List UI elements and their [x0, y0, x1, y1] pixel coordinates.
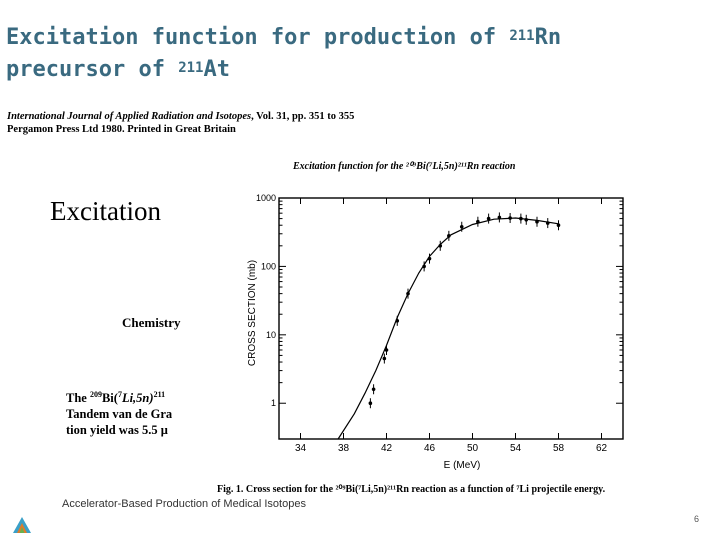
footer-text: Accelerator-Based Production of Medical …: [62, 498, 306, 510]
affiliation-fragment: Chemistry: [122, 315, 181, 330]
plot-frame: [278, 197, 624, 440]
slide-title: Excitation function for production of 21…: [6, 22, 646, 86]
data-point: [486, 216, 491, 221]
data-point: [438, 244, 443, 248]
title-line2: precursor of 211At: [6, 57, 230, 82]
data-point: [524, 218, 529, 222]
data-point: [545, 221, 550, 225]
data-point: [371, 387, 376, 392]
x-tick-label: 54: [510, 443, 522, 454]
data-point: [459, 224, 464, 229]
data-point: [535, 219, 539, 224]
data-point: [427, 256, 432, 261]
data-point: [384, 348, 389, 352]
title-line1: Excitation function for production of 21…: [6, 25, 562, 50]
abstract-fragment: The 209Bi(7Li,5n)211 Tandem van de Gra t…: [66, 390, 173, 438]
y-tick-label: 1000: [256, 193, 276, 203]
page-number: 6: [694, 514, 700, 524]
data-point: [556, 223, 561, 228]
paper-heading-fragment: Excitation: [50, 196, 161, 226]
data-point: [382, 356, 387, 361]
data-point: [368, 401, 373, 406]
data-point: [497, 215, 502, 220]
excitation-chart: Excitation function for the ²⁰⁹Bi(⁷Li,5n…: [217, 161, 624, 495]
fit-curve: [337, 217, 559, 440]
y-tick-label: 10: [266, 330, 276, 340]
x-tick-label: 62: [596, 443, 608, 454]
y-tick-label: 100: [261, 261, 276, 271]
data-point: [422, 264, 426, 269]
x-tick-label: 46: [424, 443, 436, 454]
data-point: [476, 219, 480, 224]
journal-citation: International Journal of Applied Radiati…: [7, 111, 355, 135]
data-point: [519, 216, 523, 221]
figure-caption: Fig. 1. Cross section for the ²⁰⁹Bi(⁷Li,…: [217, 484, 606, 495]
x-tick-label: 38: [338, 443, 350, 454]
chart-title: Excitation function for the ²⁰⁹Bi(⁷Li,5n…: [292, 161, 516, 172]
lab-logo-icon: [13, 517, 31, 533]
x-tick-label: 42: [381, 443, 393, 454]
data-point: [508, 216, 512, 220]
data-point: [406, 291, 410, 296]
data-point: [447, 234, 451, 238]
x-tick-label: 58: [553, 443, 565, 454]
x-tick-label: 50: [467, 443, 479, 454]
data-point: [395, 319, 400, 323]
x-tick-label: 34: [295, 443, 307, 454]
y-tick-label: 1: [271, 398, 276, 408]
x-axis-label: E (MeV): [444, 460, 481, 471]
chart-axes: 34 38 42 46 50 54 58 62 1000 100 10 1: [256, 193, 624, 454]
figure-panel: Excitation function for the ²⁰⁹Bi(⁷Li,5n…: [215, 158, 720, 503]
y-axis-label: CROSS SECTION (mb): [247, 260, 258, 366]
